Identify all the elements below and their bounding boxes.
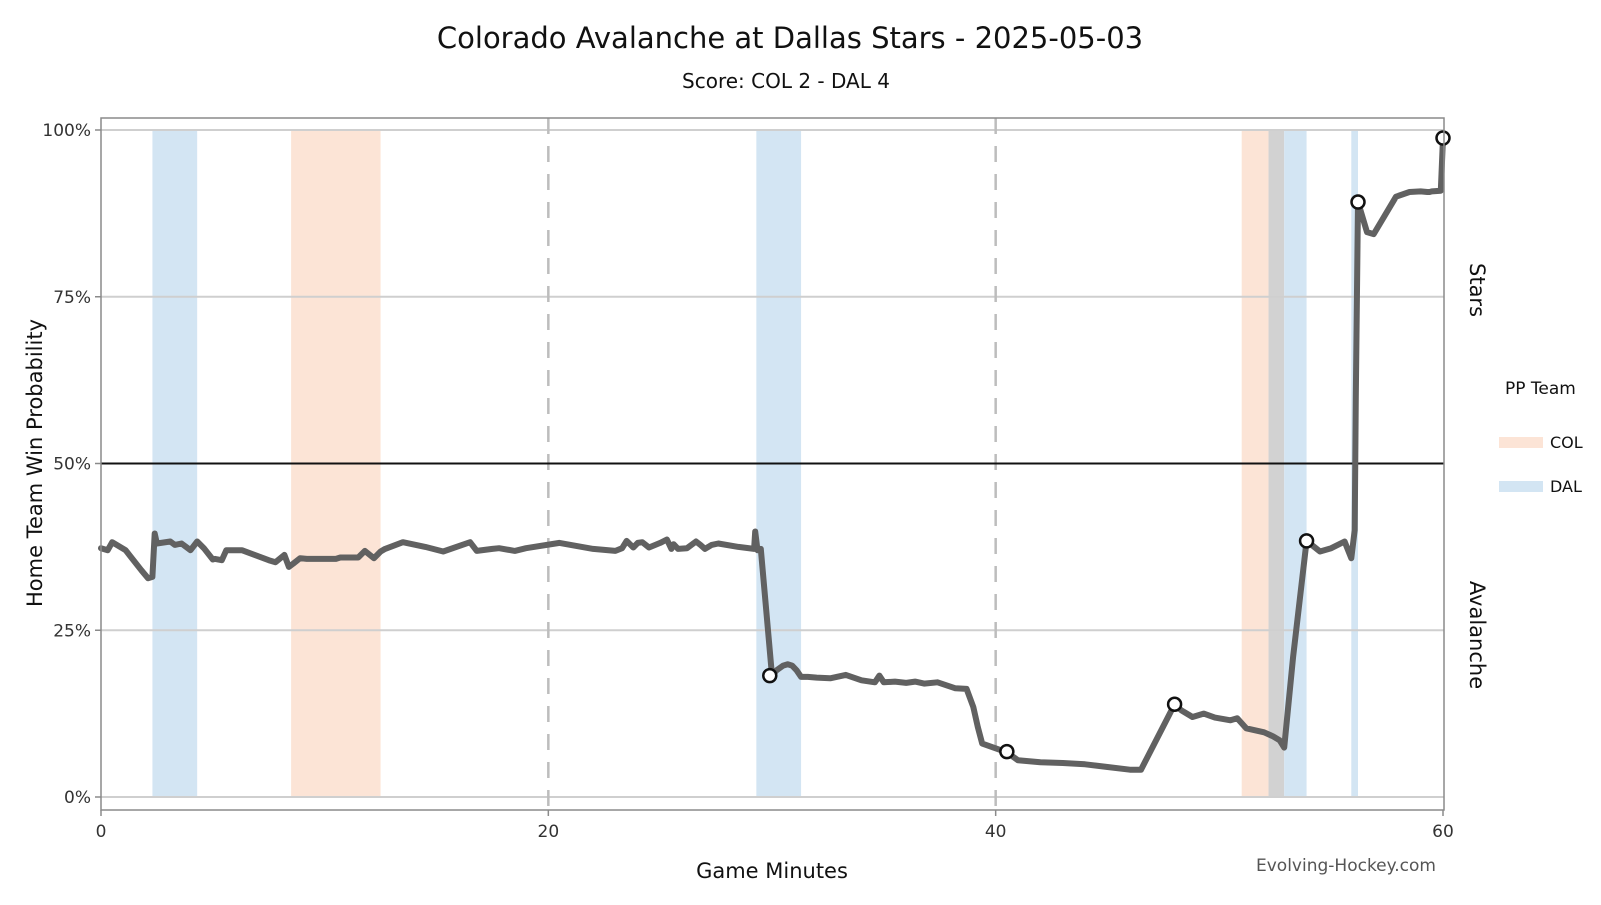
legend-title: PP Team <box>1505 379 1576 399</box>
x-tick-label: 60 <box>1432 822 1454 842</box>
x-tick-label: 40 <box>985 822 1007 842</box>
y-tick-label: 25% <box>53 621 91 641</box>
goal-marker <box>1435 130 1451 146</box>
legend-swatch-dal <box>1499 481 1543 492</box>
chart-subtitle: Score: COL 2 - DAL 4 <box>682 69 890 93</box>
credit-text: Evolving-Hockey.com <box>1256 856 1436 876</box>
x-axis-title: Game Minutes <box>696 859 848 883</box>
y-axis-ticks: 0% 25% 50% 75% 100% <box>42 121 101 808</box>
y-tick-label: 50% <box>53 455 91 475</box>
legend-label-dal: DAL <box>1550 477 1582 496</box>
goal-marker <box>1166 696 1183 713</box>
x-tick-label: 20 <box>538 822 560 842</box>
chart-title: Colorado Avalanche at Dallas Stars - 202… <box>437 21 1143 55</box>
y-tick-label: 100% <box>42 121 91 141</box>
goal-marker <box>999 743 1015 760</box>
y-axis-title: Home Team Win Probability <box>23 319 47 607</box>
legend-label-col: COL <box>1550 433 1583 452</box>
side-label-stars: Stars <box>1465 263 1489 317</box>
y-tick-label: 0% <box>64 788 91 808</box>
series-line <box>98 135 1446 773</box>
legend: PP Team COL DAL <box>1499 379 1583 496</box>
y-tick-label: 75% <box>53 288 91 308</box>
x-axis-ticks: 0 20 40 60 <box>96 810 1454 842</box>
goal-marker <box>1298 533 1315 549</box>
goal-markers <box>762 130 1451 760</box>
x-tick-label: 0 <box>96 822 107 842</box>
legend-swatch-col <box>1499 437 1543 448</box>
goal-marker <box>1350 194 1366 210</box>
win-probability-series <box>98 135 1446 773</box>
goal-marker <box>762 667 778 684</box>
side-label-avalanche: Avalanche <box>1465 581 1489 689</box>
